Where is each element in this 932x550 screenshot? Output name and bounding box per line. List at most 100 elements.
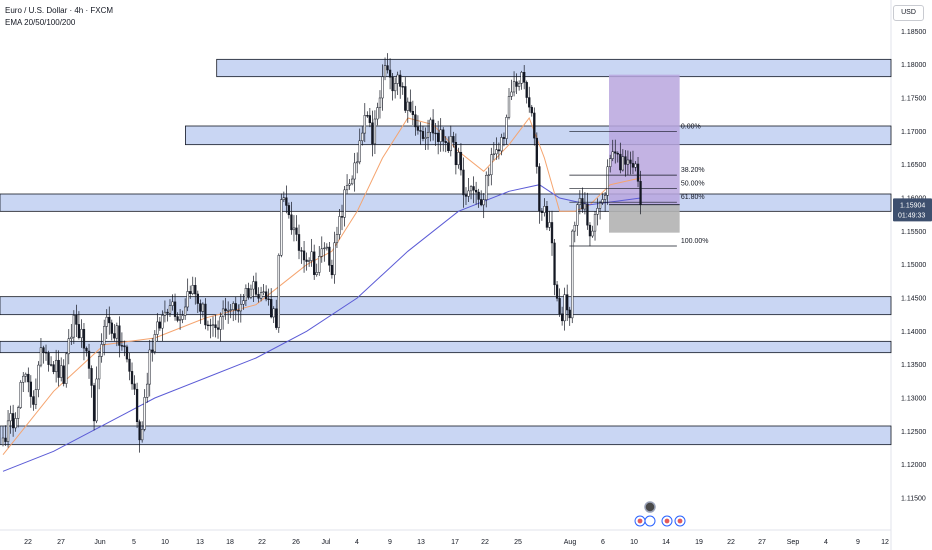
candle-body xyxy=(201,303,205,312)
candle xyxy=(105,309,108,340)
candle xyxy=(492,142,495,161)
candle-body xyxy=(406,101,409,111)
candle xyxy=(209,318,212,339)
candle-body xyxy=(528,97,531,108)
candle xyxy=(381,64,384,111)
candle xyxy=(624,150,627,177)
candle xyxy=(434,122,437,146)
candle-body xyxy=(110,322,113,334)
candle xyxy=(272,306,275,324)
candle xyxy=(247,282,250,300)
candle-body xyxy=(520,72,523,84)
candle xyxy=(37,361,40,398)
candle-body xyxy=(376,107,379,120)
candle-body xyxy=(178,319,182,321)
candle-body xyxy=(313,251,316,275)
candle-body xyxy=(252,281,255,290)
candle-body xyxy=(27,373,30,383)
candle xyxy=(323,242,326,262)
candle-body xyxy=(588,224,592,237)
time-tick-label: Aug xyxy=(564,539,577,546)
candle xyxy=(244,284,248,306)
candle xyxy=(52,361,55,375)
candle-body xyxy=(138,421,141,441)
candle xyxy=(90,365,93,398)
candle xyxy=(581,187,584,213)
candle xyxy=(24,372,27,383)
candle xyxy=(525,80,528,104)
candle-body xyxy=(4,437,7,442)
candle-body xyxy=(383,65,387,78)
candle-body xyxy=(302,250,306,261)
candle xyxy=(237,304,240,323)
candle xyxy=(221,300,225,330)
candle xyxy=(421,125,425,142)
candle xyxy=(500,133,503,156)
candle xyxy=(54,349,58,383)
zone-4 xyxy=(0,296,892,316)
candle xyxy=(19,380,22,409)
candle xyxy=(424,127,427,150)
candle xyxy=(401,82,404,95)
indicator-legend[interactable]: EMA 20/50/100/200 xyxy=(5,18,76,27)
economic-events[interactable] xyxy=(634,501,686,527)
candle xyxy=(495,137,498,160)
candle-body xyxy=(62,365,65,384)
candle-body xyxy=(414,114,417,128)
candle xyxy=(156,313,159,342)
candle-body xyxy=(209,324,212,327)
candle xyxy=(614,139,617,164)
candle xyxy=(234,296,237,321)
candle xyxy=(616,151,619,163)
candle xyxy=(593,211,597,241)
candle xyxy=(328,242,331,272)
candle xyxy=(338,209,341,240)
time-axis[interactable]: 22 27 Jun 5 10 13 18 22 26 Jul 4 9 13 17 22 25 Aug 6 10 14 1… xyxy=(24,539,889,546)
candle xyxy=(596,198,599,226)
candle xyxy=(196,290,199,314)
candle xyxy=(568,306,571,326)
candle-body xyxy=(90,368,93,386)
candle xyxy=(184,298,187,320)
candle-body xyxy=(416,126,420,131)
candle xyxy=(4,425,7,446)
candle-body xyxy=(143,397,146,430)
candle-body xyxy=(469,186,473,192)
candle-body xyxy=(120,345,124,347)
candle-body xyxy=(176,316,179,321)
candle xyxy=(325,243,328,251)
candle xyxy=(469,185,473,200)
candle xyxy=(634,161,637,172)
candle xyxy=(378,90,382,119)
price-axis[interactable]: 1.11500 1.12000 1.12500 1.13000 1.13500 1.140… xyxy=(901,29,926,503)
fibonacci-retracement[interactable]: 0.00% 38.20% 50.00% 61.80% 100.00% xyxy=(569,123,709,247)
candle xyxy=(540,208,544,221)
event-marker-dot xyxy=(677,518,683,524)
candle-body xyxy=(442,129,445,142)
candle xyxy=(555,280,559,302)
price-tick-label: 1.17500 xyxy=(901,96,926,103)
candle xyxy=(82,323,86,361)
candle-body xyxy=(196,293,199,304)
long-position-tool[interactable] xyxy=(608,74,680,233)
candle xyxy=(87,343,91,379)
candle xyxy=(277,253,280,333)
time-tick-label: Jul xyxy=(322,539,331,546)
candle-body xyxy=(439,129,442,142)
candle xyxy=(49,356,53,367)
candle xyxy=(92,382,96,431)
candle-body xyxy=(619,153,622,171)
candle-body xyxy=(345,185,349,191)
candle xyxy=(123,340,126,357)
candle-body xyxy=(563,294,566,322)
candle xyxy=(191,276,194,296)
candle-body xyxy=(156,321,159,335)
candle-body xyxy=(42,347,45,353)
candle-body xyxy=(14,418,17,429)
candle xyxy=(57,350,60,387)
currency-button[interactable]: USD xyxy=(893,5,924,21)
candle xyxy=(353,152,356,192)
candle xyxy=(72,310,75,344)
candle-body xyxy=(505,117,508,139)
